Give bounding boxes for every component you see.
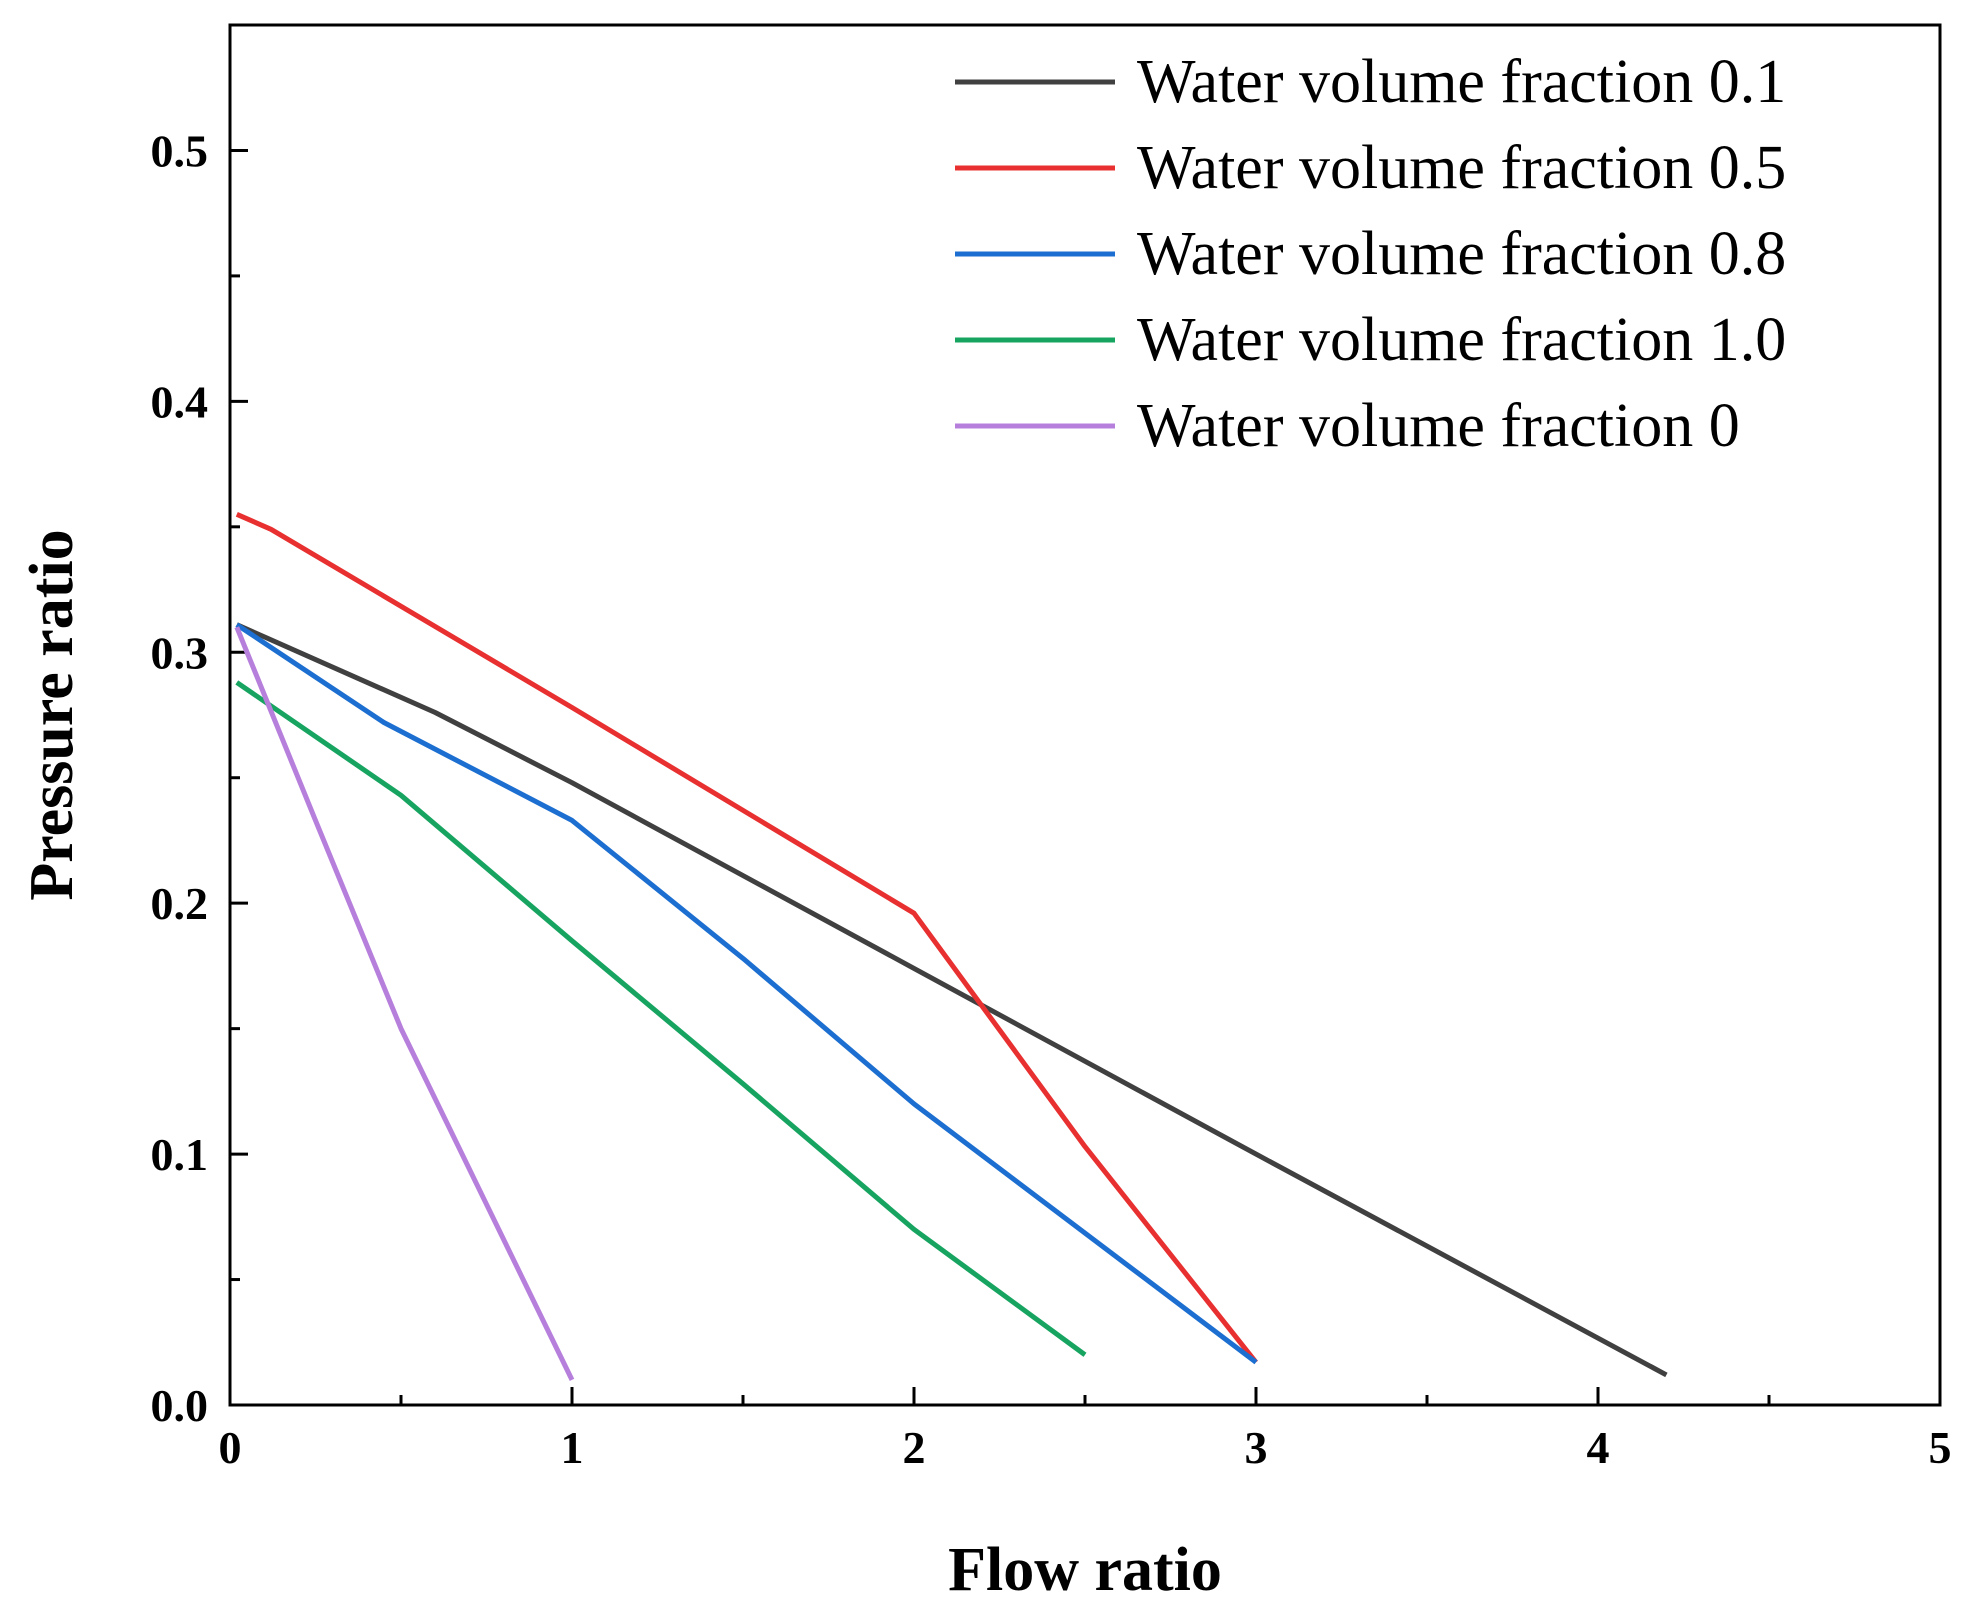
x-tick-label: 3 bbox=[1245, 1422, 1268, 1473]
x-axis-title: Flow ratio bbox=[948, 1536, 1222, 1604]
x-tick-label: 5 bbox=[1929, 1422, 1952, 1473]
legend-label: Water volume fraction 0.1 bbox=[1137, 48, 1786, 116]
legend-label: Water volume fraction 0 bbox=[1137, 392, 1740, 460]
y-axis: 0.0 0.1 0.2 0.3 0.4 0.5 bbox=[151, 23, 248, 1431]
series-line-4 bbox=[234, 626, 575, 1381]
y-tick-label: 0.2 bbox=[151, 878, 209, 929]
y-tick-label: 0.4 bbox=[151, 376, 209, 427]
series-lines bbox=[234, 512, 1668, 1381]
y-tick-label: 0.0 bbox=[151, 1380, 209, 1431]
y-tick-label: 0.5 bbox=[151, 125, 209, 176]
series-line-1 bbox=[235, 512, 1258, 1364]
y-tick-label: 0.3 bbox=[151, 627, 209, 678]
x-tick-label: 0 bbox=[219, 1422, 242, 1473]
x-tick-label: 2 bbox=[903, 1422, 926, 1473]
x-tick-label: 4 bbox=[1587, 1422, 1610, 1473]
series-line-2 bbox=[235, 622, 1258, 1365]
series-line-3 bbox=[235, 680, 1087, 1357]
legend: Water volume fraction 0.1 Water volume fr… bbox=[955, 48, 1786, 460]
series-line-0 bbox=[235, 622, 1668, 1378]
y-tick-label: 0.1 bbox=[151, 1129, 209, 1180]
x-tick-label: 1 bbox=[561, 1422, 584, 1473]
legend-label: Water volume fraction 0.5 bbox=[1137, 134, 1786, 202]
legend-label: Water volume fraction 1.0 bbox=[1137, 306, 1786, 374]
y-axis-title: Pressure ratio bbox=[18, 529, 86, 900]
x-axis: 0 1 2 3 4 5 bbox=[219, 1387, 1952, 1473]
legend-label: Water volume fraction 0.8 bbox=[1137, 220, 1786, 288]
